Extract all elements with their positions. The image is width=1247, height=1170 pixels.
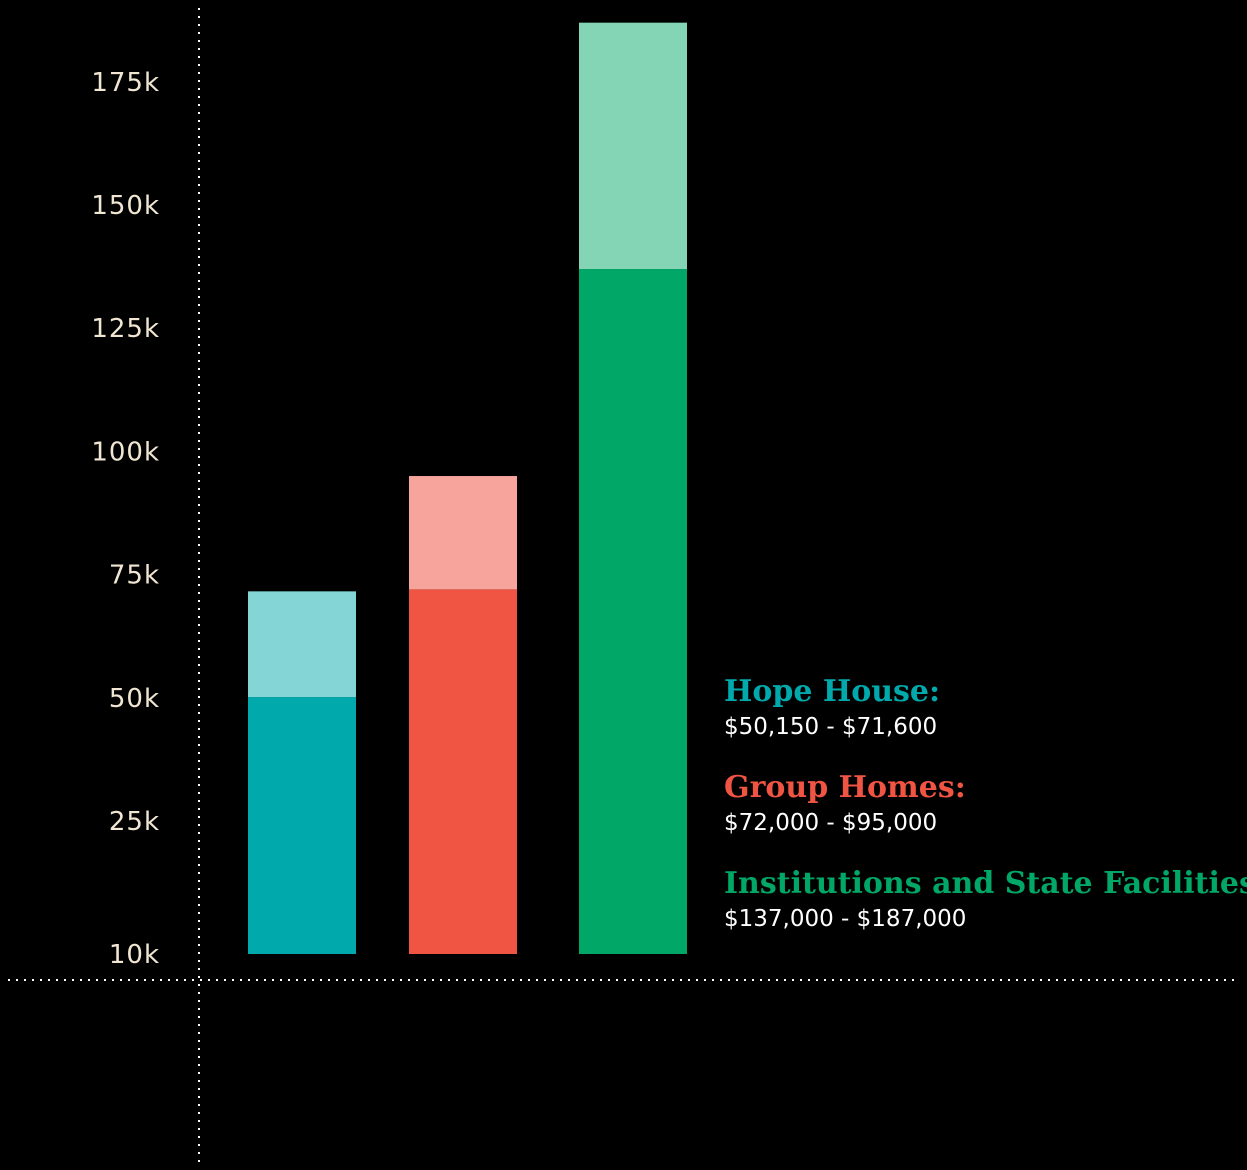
legend-entry-hope-house: Hope House: $50,150 - $71,600 xyxy=(724,672,1244,742)
bar-group-homes-low xyxy=(409,589,517,954)
bar-hope-house-range xyxy=(248,591,356,698)
legend-range-group-homes: $72,000 - $95,000 xyxy=(724,810,938,836)
y-tick-label: 150k xyxy=(91,191,160,221)
y-tick-label: 75k xyxy=(109,561,160,591)
legend-name-institutions: Institutions and State Facilities: xyxy=(724,866,1247,901)
axes xyxy=(8,8,1240,1165)
y-tick-label: 175k xyxy=(91,68,160,98)
legend-range-institutions: $137,000 - $187,000 xyxy=(724,906,967,932)
bar-institutions-low xyxy=(579,269,687,955)
legend-range-hope-house: $50,150 - $71,600 xyxy=(724,714,938,740)
legend-entry-institutions: Institutions and State Facilities: $137,… xyxy=(724,864,1247,934)
legend-name-group-homes: Group Homes: xyxy=(724,770,966,805)
legend: Hope House: $50,150 - $71,600 Group Home… xyxy=(724,672,1247,960)
y-tick-label: 10k xyxy=(109,940,160,970)
bar-institutions-range xyxy=(579,22,687,270)
legend-name-hope-house: Hope House: xyxy=(724,674,941,709)
y-tick-label: 50k xyxy=(109,684,160,714)
y-tick-label: 25k xyxy=(109,807,160,837)
bar-hope-house-low xyxy=(248,697,356,954)
y-tick-labels: 10k 25k 50k 75k 100k 125k 150k 175k xyxy=(91,68,160,970)
bars xyxy=(248,22,687,955)
bar-group-homes-range xyxy=(409,476,517,590)
y-tick-label: 125k xyxy=(91,314,160,344)
legend-entry-group-homes: Group Homes: $72,000 - $95,000 xyxy=(724,768,1244,838)
y-tick-label: 100k xyxy=(91,437,160,467)
